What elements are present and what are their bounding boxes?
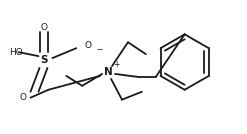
Text: O: O [84, 41, 91, 50]
Text: N: N [104, 67, 112, 77]
Text: +: + [113, 59, 119, 68]
Text: O: O [20, 93, 26, 102]
Text: −: − [96, 45, 103, 54]
Text: S: S [41, 55, 48, 65]
Text: O: O [41, 23, 48, 32]
Text: HO: HO [9, 48, 22, 57]
